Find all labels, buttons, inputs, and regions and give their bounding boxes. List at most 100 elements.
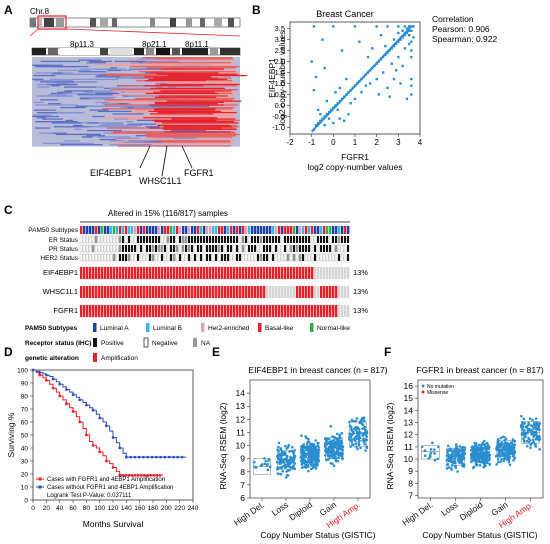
oncoprint-pam50-cell [245, 226, 248, 234]
chart-b-trendline [310, 25, 413, 133]
oncoprint-receptor-cell [305, 245, 308, 252]
oncoprint-eif4ebp1-cell [104, 267, 107, 279]
oncoprint-pam50-cell [176, 226, 179, 234]
heatmap-loss-segment [95, 76, 122, 78]
data-point [333, 445, 337, 449]
chart-d-censor-mark [159, 455, 162, 459]
data-point [365, 446, 369, 450]
heatmap-loss-segment [42, 132, 67, 134]
oncoprint-receptor-cell [283, 253, 287, 262]
data-point [307, 440, 311, 444]
data-point [531, 425, 535, 428]
oncoprint-whsc1l1-cell [200, 286, 203, 298]
percent-eif4ebp1: 13% [353, 268, 368, 277]
data-point [507, 460, 511, 464]
oncoprint-receptor-cell [163, 235, 167, 244]
data-point [484, 443, 487, 446]
chart-d-censor-mark [133, 474, 137, 477]
oncoprint-receptor-cell [275, 236, 278, 243]
oncoprint-receptor-cell [347, 245, 350, 252]
oncoprint-fgfr1-cell [161, 305, 164, 317]
oncoprint-receptor-cell [130, 253, 134, 262]
data-point [293, 467, 297, 470]
data-point [312, 465, 316, 468]
oncoprint-receptor-cell [320, 236, 323, 243]
oncoprint-receptor-cell [149, 245, 152, 252]
ideogram-band [90, 18, 96, 27]
oncoprint-eif4ebp1-cell [236, 267, 239, 279]
oncoprint-receptor-cell [157, 244, 161, 253]
oncoprint-whsc1l1-cell [236, 286, 239, 298]
zoom-bar-band [210, 48, 218, 55]
oncoprint-whsc1l1-cell [323, 286, 326, 298]
data-point [477, 443, 481, 447]
ideogram-band [30, 18, 36, 27]
chart-e-title: EIF4EBP1 in breast cancer (n = 817) [248, 365, 387, 375]
row-label-pr: PR Status [49, 246, 79, 253]
chart-b-point [336, 108, 339, 112]
data-point [331, 456, 335, 459]
oncoprint-whsc1l1-cell [278, 286, 281, 298]
data-point [335, 444, 339, 447]
oncoprint-eif4ebp1-cell [314, 267, 317, 279]
box-iqr [421, 445, 440, 460]
legend-pam50-item: Normal-like [317, 325, 350, 332]
oncoprint-fgfr1-cell [176, 305, 179, 317]
chart-d-censor-mark [85, 433, 88, 437]
oncoprint-pam50-cell [293, 226, 296, 234]
oncoprint-eif4ebp1-cell [248, 267, 251, 279]
heatmap-loss-segment [124, 126, 138, 128]
oncoprint-whsc1l1-cell [224, 286, 227, 298]
oncoprint-receptor-cell [185, 245, 188, 252]
oncoprint-eif4ebp1-cell [188, 267, 191, 279]
data-point [357, 436, 361, 440]
chart-b-point [410, 29, 413, 32]
chart-d-censor-mark [180, 455, 184, 459]
oncoprint-fgfr1-cell [278, 305, 281, 317]
panel-b-letter: B [252, 3, 261, 17]
data-point [305, 464, 309, 468]
data-point [454, 464, 457, 468]
data-point [520, 414, 523, 418]
oncoprint-receptor-cell [100, 253, 104, 262]
data-point [299, 445, 303, 448]
oncoprint-pam50-cell [278, 226, 281, 234]
ytick-label: 10 [236, 441, 246, 451]
oncoprint-whsc1l1-cell [308, 286, 311, 298]
oncoprint-pam50-cell [188, 226, 191, 234]
oncoprint-receptor-cell [94, 244, 98, 253]
oncoprint-whsc1l1-cell [128, 286, 131, 298]
data-point [486, 461, 489, 464]
oncoprint-receptor-cell [217, 244, 221, 253]
heatmap-amp-segment [154, 109, 216, 111]
oncoprint-whsc1l1-cell [320, 286, 323, 298]
oncoprint-receptor-cell [184, 235, 188, 244]
oncoprint-receptor-cell [112, 235, 116, 244]
data-point [284, 476, 288, 479]
data-point [503, 439, 506, 442]
heatmap-loss-segment [80, 96, 116, 98]
chart-d-censor-mark [78, 420, 81, 424]
oncoprint-fgfr1-cell [128, 305, 131, 317]
band-label-3: 8p11.1 [185, 40, 209, 49]
oncoprint-fgfr1-cell [146, 305, 149, 317]
oncoprint-whsc1l1-cell [227, 286, 230, 298]
oncoprint-eif4ebp1-cell [182, 267, 185, 279]
oncoprint-eif4ebp1-cell [221, 267, 224, 279]
chart-d-censor-mark [31, 368, 35, 372]
oncoprint-whsc1l1-cell [230, 286, 233, 298]
heatmap-loss-segment [81, 136, 93, 138]
chart-b-xlabel-2: log2 copy-number values [308, 162, 403, 172]
data-point [304, 435, 307, 438]
oncoprint-eif4ebp1-cell [95, 267, 98, 279]
zoom-bar-band [182, 48, 208, 55]
oncoprint-receptor-cell [238, 244, 242, 253]
heatmap-loss-segment [87, 129, 122, 132]
chart-d-ylabel: Surviving % [6, 412, 16, 457]
oncoprint-receptor-cell [200, 236, 203, 243]
oncoprint-receptor-cell [128, 245, 131, 252]
oncoprint-fgfr1-cell [152, 305, 155, 317]
chart-d-series-2 [33, 369, 187, 458]
oncoprint-receptor-cell [341, 236, 344, 243]
data-point [279, 457, 283, 460]
